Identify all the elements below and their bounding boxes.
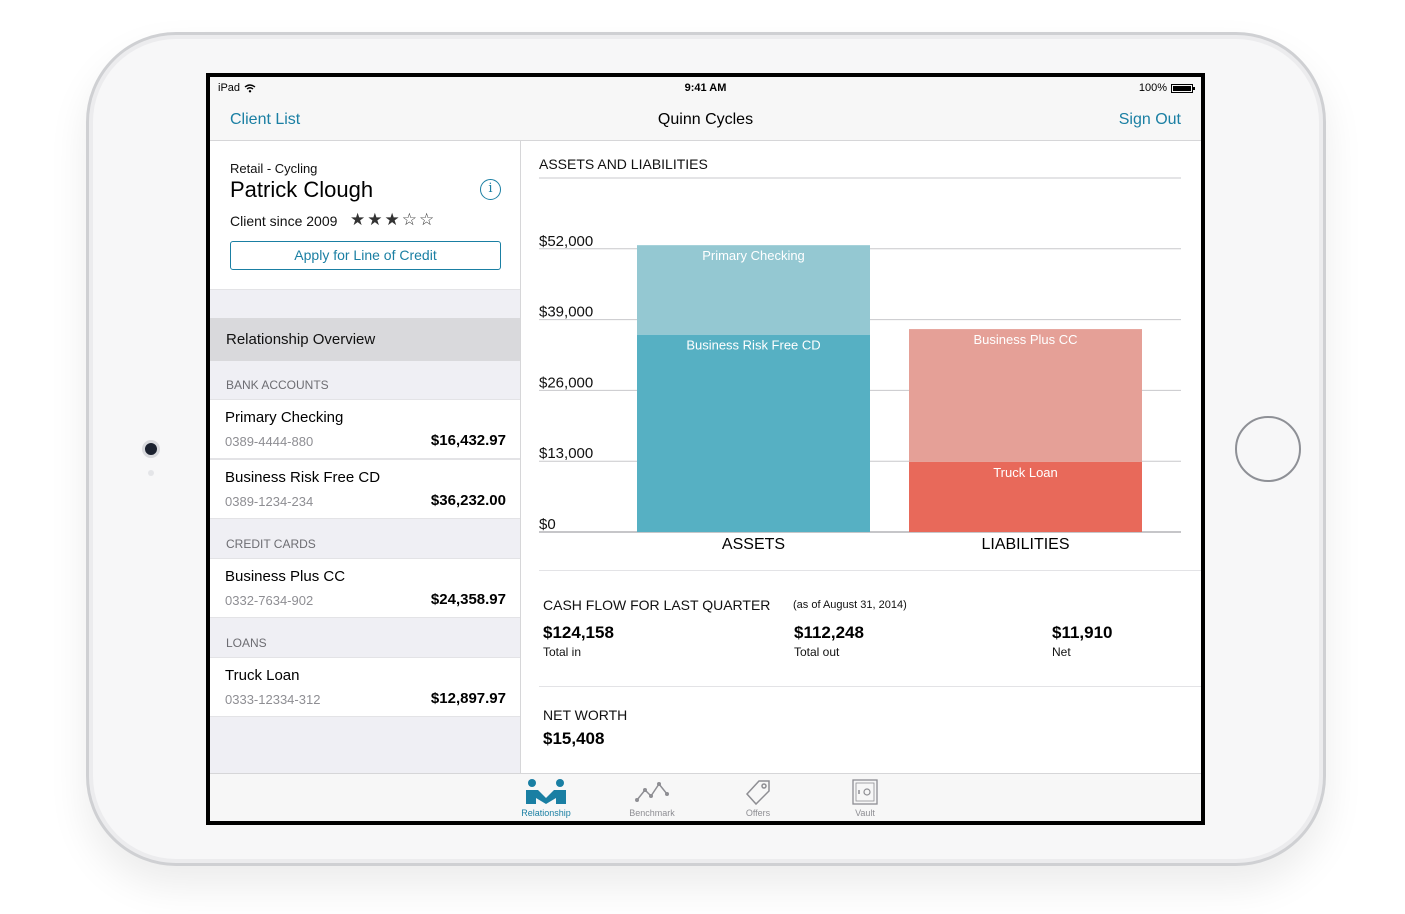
divider — [539, 570, 1201, 571]
account-number: 0332-7634-902 — [225, 593, 314, 608]
account-balance: $24,358.97 — [430, 591, 506, 608]
cash-flow-total-in-label: Total in — [543, 645, 582, 659]
vault-icon — [852, 779, 878, 805]
cash-flow-total-out: $112,248 — [794, 623, 864, 642]
account-row[interactable]: Business Risk Free CD 0389-1234-234 $36,… — [210, 459, 520, 519]
account-name: Business Plus CC — [225, 568, 346, 585]
account-name: Business Risk Free CD — [225, 469, 381, 486]
app-window: iPad 9:41 AM 100% Client List Quinn Cycl… — [210, 77, 1201, 821]
y-tick-label: $26,000 — [539, 374, 593, 391]
account-number: 0389-1234-234 — [225, 494, 314, 509]
sign-out-button[interactable]: Sign Out — [1118, 111, 1181, 128]
star-empty-icon: ☆ — [401, 210, 419, 230]
rating-stars: ★★★☆☆ — [350, 210, 436, 230]
divider — [539, 686, 1201, 687]
sensor-dot — [148, 470, 154, 476]
bar-segment-label: Business Risk Free CD — [686, 338, 820, 353]
status-right: 100% — [1138, 82, 1195, 94]
star-filled-icon: ★ — [367, 210, 385, 230]
account-balance: $36,232.00 — [430, 492, 506, 509]
net-worth-value: $15,408 — [543, 729, 605, 748]
y-tick-label: $13,000 — [539, 445, 593, 462]
tab-label: Offers — [745, 808, 771, 818]
device-label: iPad — [218, 82, 241, 94]
chart-title: ASSETS AND LIABILITIES — [539, 156, 708, 172]
y-tick-label: $52,000 — [539, 233, 593, 250]
tab-vault[interactable]: Vault — [825, 778, 905, 818]
tab-offers[interactable]: Offers — [718, 778, 798, 818]
apply-line-of-credit-button[interactable]: Apply for Line of Credit — [230, 241, 501, 270]
client-card: Retail - Cycling Patrick Clough i Client… — [210, 141, 520, 290]
bar-segment — [637, 334, 870, 532]
account-balance: $12,897.97 — [430, 690, 506, 707]
account-name: Truck Loan — [225, 667, 300, 684]
wifi-icon — [244, 83, 256, 92]
account-row[interactable]: Business Plus CC 0332-7634-902 $24,358.9… — [210, 558, 520, 618]
tab-benchmark[interactable]: Benchmark — [612, 778, 692, 818]
cash-flow-total-out-label: Total out — [794, 645, 840, 659]
x-category-label: ASSETS — [722, 536, 785, 553]
screen: iPad 9:41 AM 100% Client List Quinn Cycl… — [206, 73, 1205, 825]
nav-bar: Client List Quinn Cycles Sign Out — [210, 99, 1201, 141]
sidebar: Retail - Cycling Patrick Clough i Client… — [210, 141, 521, 773]
battery-icon — [1171, 83, 1195, 93]
page-title: Quinn Cycles — [657, 111, 754, 128]
client-industry: Retail - Cycling — [230, 161, 318, 176]
cash-flow-title: CASH FLOW FOR LAST QUARTER — [543, 597, 771, 613]
account-row[interactable]: Primary Checking 0389-4444-880 $16,432.9… — [210, 399, 520, 459]
sidebar-item-relationship-overview[interactable]: Relationship Overview — [210, 318, 520, 361]
trend-line-icon — [635, 782, 669, 802]
section-header-credit-cards: CREDIT CARDS — [226, 537, 316, 551]
section-header-loans: LOANS — [226, 636, 267, 650]
tag-icon — [745, 780, 770, 806]
bar-segment — [637, 245, 870, 335]
status-time: 9:41 AM — [684, 82, 727, 94]
account-number: 0389-4444-880 — [225, 434, 314, 449]
account-balance: $16,432.97 — [430, 432, 506, 449]
star-filled-icon: ★ — [350, 210, 368, 230]
x-category-label: LIABILITIES — [981, 536, 1069, 553]
assets-liabilities-chart: $52,000 $39,000 $26,000 $13,000 $0 Business R… — [539, 177, 1181, 553]
account-number: 0333-12334-312 — [225, 692, 321, 707]
cash-flow-as-of: (as of August 31, 2014) — [793, 599, 907, 611]
tab-relationship[interactable]: Relationship — [506, 778, 586, 818]
star-empty-icon: ☆ — [419, 210, 437, 230]
cash-flow-total-in: $124,158 — [543, 623, 614, 642]
account-name: Primary Checking — [225, 409, 344, 426]
tab-bar: Relationship Benchmark Offers — [210, 773, 1201, 821]
bar-segment — [909, 461, 1142, 532]
net-worth-title: NET WORTH — [543, 707, 628, 723]
sidebar-item-label: Relationship Overview — [226, 331, 376, 348]
bar-segment-label: Truck Loan — [993, 465, 1058, 480]
tab-label: Vault — [855, 808, 875, 818]
handshake-icon — [526, 779, 566, 804]
client-since: Client since 2009 — [230, 213, 338, 229]
camera-icon — [142, 440, 160, 458]
status-left: iPad — [218, 82, 256, 94]
account-row[interactable]: Truck Loan 0333-12334-312 $12,897.97 — [210, 657, 520, 717]
tab-label: Benchmark — [629, 808, 675, 818]
client-list-button[interactable]: Client List — [230, 111, 301, 128]
main-panel: ASSETS AND LIABILITIES $52,000 $39,000 $26… — [521, 141, 1201, 773]
y-tick-label: $39,000 — [539, 304, 593, 321]
info-icon[interactable]: i — [480, 179, 501, 200]
tab-label: Relationship — [521, 808, 571, 818]
bar-segment — [909, 329, 1142, 462]
cash-flow-net-label: Net — [1052, 645, 1071, 659]
cash-flow-net: $11,910 — [1052, 623, 1113, 642]
bar-segment-label: Primary Checking — [702, 248, 805, 263]
y-tick-label: $0 — [539, 516, 556, 533]
battery-percent: 100% — [1138, 82, 1167, 94]
client-name: Patrick Clough — [230, 177, 374, 202]
section-header-bank-accounts: BANK ACCOUNTS — [226, 378, 329, 392]
star-filled-icon: ★ — [384, 210, 402, 230]
home-button[interactable] — [1235, 416, 1301, 482]
status-bar: iPad 9:41 AM 100% — [210, 77, 1201, 99]
bar-segment-label: Business Plus CC — [973, 332, 1077, 347]
